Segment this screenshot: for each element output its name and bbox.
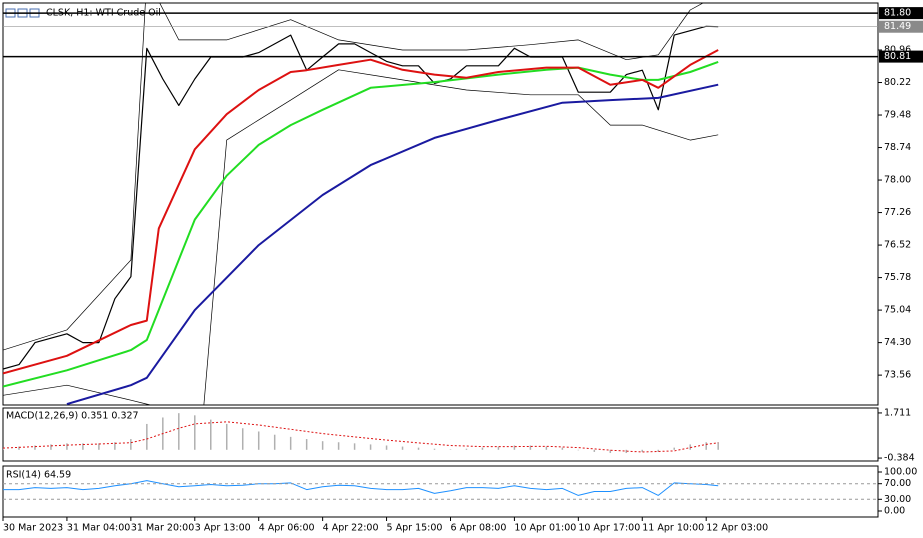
histogram-bar [82,443,84,450]
series-line [3,25,719,370]
histogram-bar [66,443,68,450]
histogram-bar [130,439,132,450]
y-tick-label: 79.48 [884,110,911,121]
histogram-bar [529,445,532,450]
histogram-bar [321,441,324,450]
panel-content [3,480,719,496]
macd-title: MACD(12,26,9) 0.351 0.327 [6,411,139,422]
panel-content [3,413,719,454]
histogram-bar [609,449,612,454]
x-tick-label: 31 Mar 20:00 [131,523,194,534]
y-tick-label: 80.96 [884,45,911,56]
y-tick-label: 78.00 [884,175,911,186]
y-tick-label: -0.384 [884,453,915,464]
series-line [3,3,704,351]
histogram-bar [257,431,260,450]
x-tick-label: 30 Mar 2023 [3,523,63,534]
histogram-bar [673,447,675,450]
histogram-bar [98,443,100,450]
y-tick-label: 74.30 [884,337,911,348]
panel-content [3,3,719,405]
histogram-bar [305,439,308,450]
x-tick-label: 3 Apr 13:00 [195,523,251,534]
macd-panel [2,407,879,462]
histogram-bar [465,448,468,450]
y-tick-label: 77.26 [884,207,911,218]
x-tick-label: 12 Apr 03:00 [706,523,768,534]
histogram-bar [194,415,196,450]
y-tick-label: 1.711 [884,407,911,418]
histogram-bar [481,447,484,450]
y-tick-label: 80.22 [884,77,911,88]
histogram-bar [34,445,36,450]
y-tick-label: 78.74 [884,142,911,153]
histogram-bar [225,423,228,450]
y-tick-label: 76.52 [884,240,911,251]
y-tick-label: 70.00 [884,478,911,489]
histogram-bar [210,419,212,450]
x-tick-label: 31 Mar 04:00 [67,523,130,534]
main-panel [2,2,879,406]
histogram-bar [593,449,596,452]
x-tick-label: 11 Apr 10:00 [642,523,704,534]
y-tick-label: 100.00 [884,467,917,478]
histogram-bar [273,434,276,450]
last-price-label: 81.49 [884,21,911,32]
histogram-bar [3,447,4,450]
histogram-bar [497,446,500,450]
series-line [3,49,719,375]
histogram-bar [545,446,548,450]
rsi-panel [2,465,879,518]
histogram-bar [717,442,719,450]
y-tick-label: 73.56 [884,370,911,381]
x-tick-label: 10 Apr 01:00 [514,523,576,534]
level-label: 80.81 [884,51,911,62]
x-tick-label: 4 Apr 22:00 [323,523,379,534]
y-tick-label: 75.04 [884,305,911,316]
histogram-bar [513,445,516,450]
series-line [66,83,719,405]
histogram-bar [337,442,340,450]
histogram-bar [689,444,691,450]
x-tick-label: 10 Apr 17:00 [578,523,640,534]
series-line [3,421,719,453]
x-tick-label: 4 Apr 06:00 [259,523,315,534]
histogram-bar [657,449,660,452]
level-label-box [879,50,923,63]
histogram-bar [385,445,388,450]
histogram-bar [50,444,52,450]
y-tick-label: 0.00 [884,505,905,516]
series-line [3,69,719,405]
histogram-bar [241,428,244,450]
histogram-bar [289,436,292,450]
last-price-box [879,20,923,33]
histogram-bar [705,442,707,450]
level-label: 81.80 [884,8,911,19]
x-tick-label: 5 Apr 15:00 [387,523,443,534]
histogram-bar [417,447,420,450]
histogram-bar [114,442,116,450]
histogram-bar [625,449,628,454]
rsi-title: RSI(14) 64.59 [6,470,71,481]
series-line [3,480,719,496]
histogram-bar [353,443,356,450]
histogram-bar [561,447,564,450]
y-tick-label: 30.00 [884,494,911,505]
histogram-bar [449,449,452,450]
level-label-box [879,7,923,20]
y-tick-label: 75.78 [884,272,911,283]
histogram-bar [369,444,372,450]
histogram-bar [641,449,644,452]
x-tick-label: 6 Apr 08:00 [450,523,506,534]
histogram-bar [401,446,404,450]
histogram-bar [433,448,436,450]
histogram-bar [577,449,580,451]
histogram-bar [146,423,148,450]
histogram-bar [18,446,20,450]
series-line [3,60,719,388]
histogram-bar [178,413,180,450]
